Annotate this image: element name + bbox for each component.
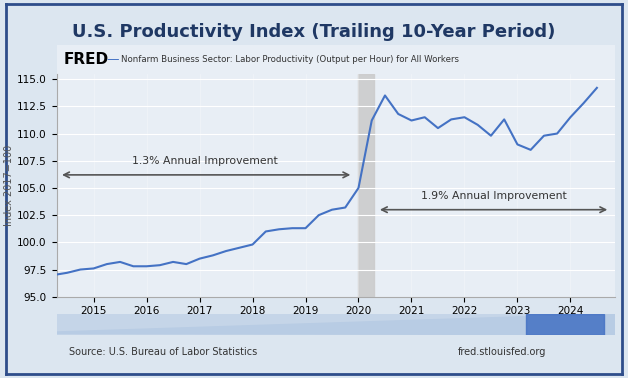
- Text: 1.3% Annual Improvement: 1.3% Annual Improvement: [132, 156, 278, 166]
- Y-axis label: Index 2017=100: Index 2017=100: [4, 145, 14, 226]
- Text: Source: U.S. Bureau of Labor Statistics: Source: U.S. Bureau of Labor Statistics: [69, 347, 257, 357]
- Text: —: —: [107, 53, 119, 66]
- Text: fred.stlouisfed.org: fred.stlouisfed.org: [458, 347, 546, 357]
- Text: 1.9% Annual Improvement: 1.9% Annual Improvement: [421, 191, 566, 201]
- Polygon shape: [57, 314, 615, 335]
- Text: Nonfarm Business Sector: Labor Productivity (Output per Hour) for All Workers: Nonfarm Business Sector: Labor Productiv…: [121, 55, 459, 64]
- Text: FRED: FRED: [63, 52, 109, 67]
- Bar: [359, 74, 374, 297]
- Text: U.S. Productivity Index (Trailing 10-Year Period): U.S. Productivity Index (Trailing 10-Yea…: [72, 23, 556, 41]
- Bar: [526, 314, 604, 335]
